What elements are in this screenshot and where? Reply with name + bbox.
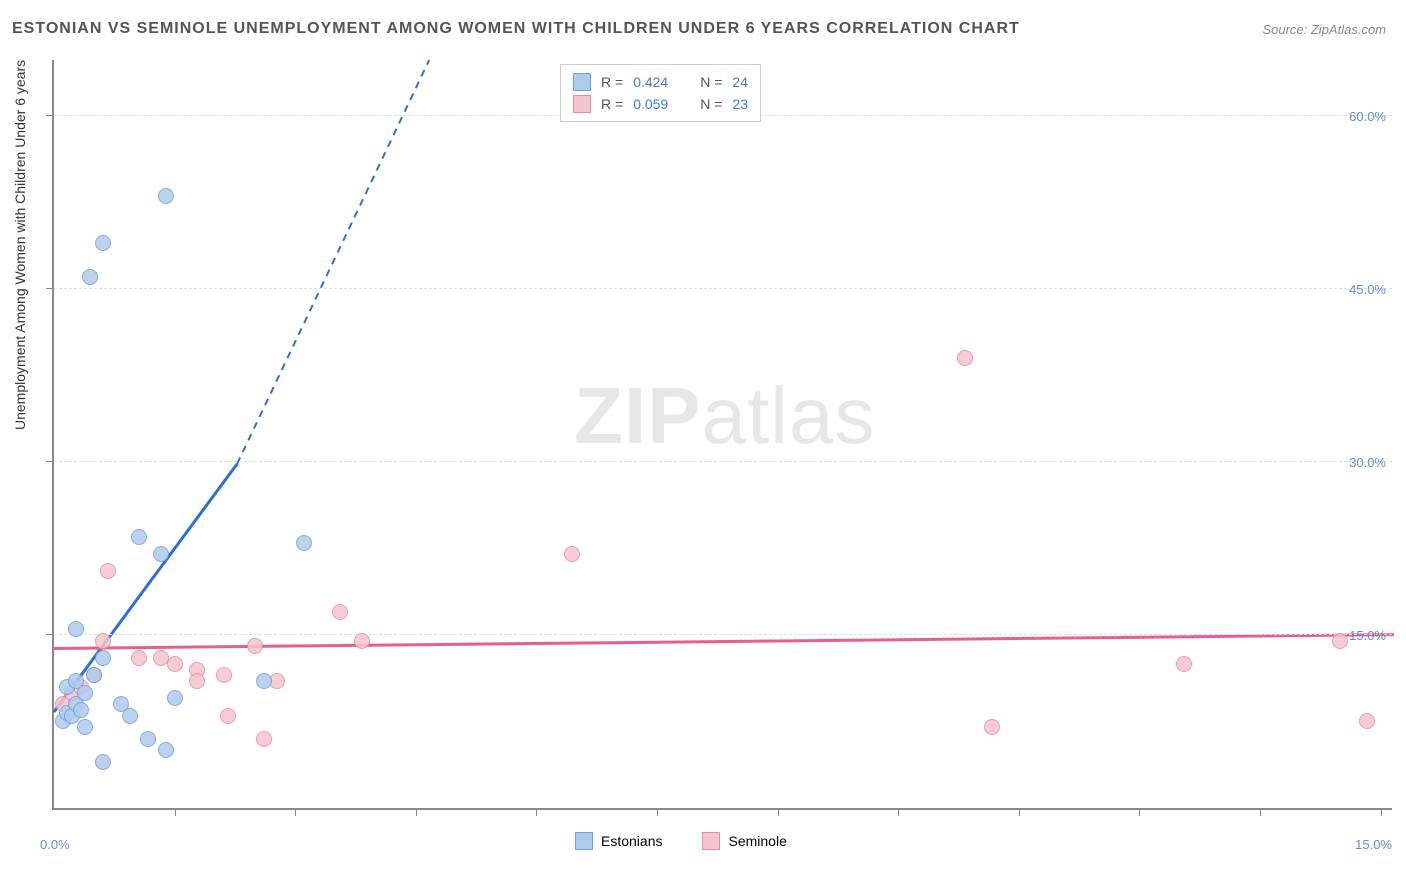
x-tick [295,808,296,816]
y-tick-label: 60.0% [1349,109,1386,124]
r-value: 0.424 [633,71,668,93]
point-estonian [82,269,98,285]
legend-item: Seminole [702,832,786,850]
x-axis-max-label: 15.0% [1355,837,1392,852]
point-seminole [100,563,116,579]
legend-swatch [702,832,720,850]
point-estonian [140,731,156,747]
point-estonian [68,621,84,637]
r-label: R = [601,93,623,115]
point-seminole [167,656,183,672]
x-tick [416,808,417,816]
point-estonian [86,667,102,683]
plot-area: ZIPatlas 15.0%30.0%45.0%60.0% [52,60,1392,810]
y-tick [46,461,54,462]
x-tick [536,808,537,816]
x-tick [175,808,176,816]
y-tick [46,288,54,289]
legend-label: Seminole [728,833,786,849]
point-estonian [95,235,111,251]
point-estonian [131,529,147,545]
y-tick-label: 15.0% [1349,628,1386,643]
point-estonian [158,188,174,204]
legend-swatch [575,832,593,850]
r-value: 0.059 [633,93,668,115]
point-seminole [95,633,111,649]
point-seminole [354,633,370,649]
source-credit: Source: ZipAtlas.com [1262,22,1386,37]
point-seminole [256,731,272,747]
n-label: N = [700,93,722,115]
point-seminole [1176,656,1192,672]
series-legend: Estonians Seminole [575,832,787,850]
point-seminole [247,638,263,654]
x-tick [1260,808,1261,816]
point-estonian [95,650,111,666]
n-value: 24 [732,71,748,93]
gridline [54,634,1392,635]
point-seminole [189,673,205,689]
point-estonian [158,742,174,758]
point-seminole [1332,633,1348,649]
n-value: 23 [732,93,748,115]
y-tick [46,634,54,635]
point-estonian [73,702,89,718]
n-label: N = [700,71,722,93]
point-estonian [296,535,312,551]
x-tick [1139,808,1140,816]
stats-legend-row: R = 0.059 N = 23 [573,93,748,115]
point-estonian [256,673,272,689]
x-tick [657,808,658,816]
point-estonian [167,690,183,706]
point-seminole [957,350,973,366]
chart-container: ESTONIAN VS SEMINOLE UNEMPLOYMENT AMONG … [0,0,1406,892]
stats-legend-row: R = 0.424 N = 24 [573,71,748,93]
chart-title: ESTONIAN VS SEMINOLE UNEMPLOYMENT AMONG … [12,20,1020,38]
point-seminole [332,604,348,620]
point-estonian [77,719,93,735]
legend-swatch [573,95,591,113]
r-label: R = [601,71,623,93]
point-estonian [95,754,111,770]
x-tick [778,808,779,816]
point-seminole [220,708,236,724]
legend-swatch [573,73,591,91]
gridline [54,461,1392,462]
stats-legend: R = 0.424 N = 24 R = 0.059 N = 23 [560,64,761,122]
legend-label: Estonians [601,833,662,849]
y-tick [46,115,54,116]
point-estonian [77,685,93,701]
point-seminole [564,546,580,562]
point-estonian [122,708,138,724]
gridline [54,288,1392,289]
point-estonian [153,546,169,562]
point-seminole [984,719,1000,735]
point-seminole [131,650,147,666]
legend-item: Estonians [575,832,662,850]
point-seminole [1359,713,1375,729]
x-tick [1381,808,1382,816]
point-seminole [216,667,232,683]
x-tick [898,808,899,816]
y-axis-title: Unemployment Among Women with Children U… [12,60,28,430]
x-tick [1019,808,1020,816]
trend-lines [54,60,1394,810]
x-axis-min-label: 0.0% [40,837,70,852]
y-tick-label: 30.0% [1349,455,1386,470]
y-tick-label: 45.0% [1349,282,1386,297]
